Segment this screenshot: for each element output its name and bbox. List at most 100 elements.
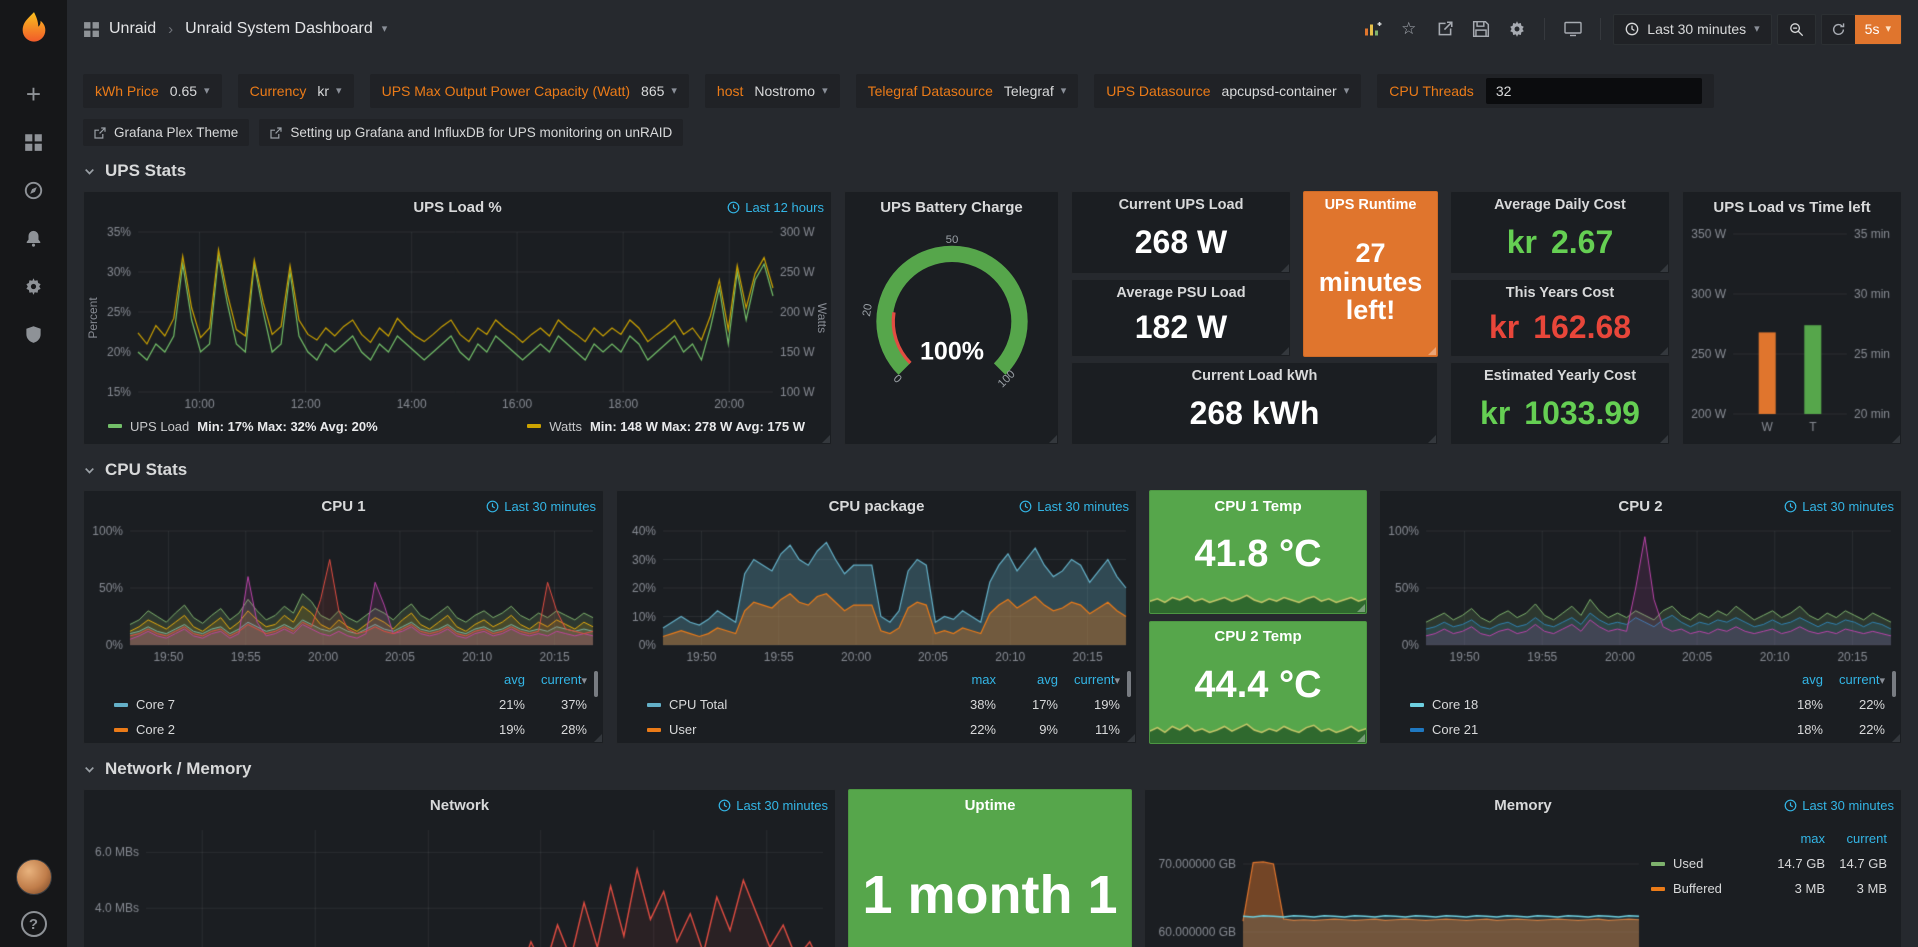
section-ups-stats[interactable]: UPS Stats bbox=[83, 161, 1902, 181]
time-range-picker[interactable]: Last 30 minutes ▾ bbox=[1613, 14, 1771, 45]
legend-series[interactable]: Watts Min: 148 W Max: 278 W Avg: 175 W bbox=[527, 419, 805, 434]
variable-currency[interactable]: Currency kr▾ bbox=[238, 74, 354, 108]
legend-series[interactable]: Buffered bbox=[1651, 881, 1763, 896]
add-panel-icon[interactable] bbox=[1357, 14, 1388, 44]
legend-series[interactable]: UPS Load Min: 17% Max: 32% Avg: 20% bbox=[108, 419, 378, 434]
legend-col-avg[interactable]: avg bbox=[996, 672, 1058, 687]
breadcrumb-section[interactable]: Unraid bbox=[109, 20, 156, 38]
panel-time-range[interactable]: Last 12 hours bbox=[727, 192, 824, 222]
legend-series[interactable]: Core 2 bbox=[114, 722, 463, 737]
cycle-view-monitor-icon[interactable] bbox=[1557, 14, 1588, 44]
cpu-package-chart[interactable] bbox=[617, 521, 1136, 667]
panel-ups-runtime: UPS Runtime 27 minutes left! bbox=[1303, 191, 1438, 357]
user-avatar[interactable] bbox=[16, 859, 52, 895]
legend-series[interactable]: Used bbox=[1651, 856, 1763, 871]
legend-series[interactable]: Core 18 bbox=[1410, 697, 1761, 712]
dashboard-title[interactable]: Unraid System Dashboard bbox=[185, 20, 373, 38]
memory-chart[interactable] bbox=[1145, 820, 1651, 947]
ups-stats-row: UPS Load % Last 12 hours Percent Watts bbox=[83, 191, 1902, 445]
variable-ups-datasource[interactable]: UPS Datasource apcupsd-container▾ bbox=[1094, 74, 1361, 108]
legend-scrollbar[interactable] bbox=[1127, 671, 1131, 697]
legend-col-current[interactable]: current▾ bbox=[1823, 672, 1885, 687]
legend-series[interactable]: Core 21 bbox=[1410, 722, 1761, 737]
ups-load-vs-time-chart[interactable] bbox=[1683, 222, 1901, 438]
breadcrumb[interactable]: Unraid › Unraid System Dashboard ▾ bbox=[83, 20, 387, 38]
panel-title[interactable]: Uptime bbox=[849, 790, 1131, 820]
variable-value[interactable]: Telegraf▾ bbox=[1004, 83, 1066, 99]
panel-title[interactable]: Average Daily Cost bbox=[1451, 192, 1669, 218]
variable-value[interactable]: Nostromo▾ bbox=[754, 83, 827, 99]
legend-series[interactable]: CPU Total bbox=[647, 697, 934, 712]
configuration-gear-icon[interactable] bbox=[14, 266, 54, 306]
variable-host[interactable]: host Nostromo▾ bbox=[705, 74, 840, 108]
network-chart[interactable] bbox=[84, 820, 835, 947]
panel-title[interactable]: Memory Last 30 minutes bbox=[1145, 790, 1901, 820]
create-icon[interactable]: + bbox=[14, 74, 54, 114]
variable-value[interactable]: kr▾ bbox=[317, 83, 341, 99]
panel-title[interactable]: Current UPS Load bbox=[1072, 192, 1290, 218]
panel-title[interactable]: UPS Load % Last 12 hours bbox=[84, 192, 831, 222]
share-icon[interactable] bbox=[1429, 14, 1460, 44]
panel-title[interactable]: CPU package Last 30 minutes bbox=[617, 491, 1136, 521]
panel-time-range[interactable]: Last 30 minutes bbox=[1019, 491, 1129, 521]
panel-title[interactable]: Estimated Yearly Cost bbox=[1451, 363, 1669, 389]
legend-col-current[interactable]: current▾ bbox=[1058, 672, 1120, 687]
panel-title[interactable]: UPS Battery Charge bbox=[845, 192, 1058, 222]
variable-value[interactable]: 0.65▾ bbox=[170, 83, 210, 99]
legend-series[interactable]: Core 7 bbox=[114, 697, 463, 712]
panel-title[interactable]: CPU 1 Temp bbox=[1150, 491, 1366, 521]
legend-col-max[interactable]: max bbox=[934, 672, 996, 687]
variable-value[interactable]: 865▾ bbox=[641, 83, 677, 99]
alerting-bell-icon[interactable] bbox=[14, 218, 54, 258]
y-axis-label-right: Watts bbox=[815, 303, 829, 333]
panel-title[interactable]: Average PSU Load bbox=[1072, 280, 1290, 306]
cpu-threads-input[interactable] bbox=[1486, 78, 1702, 104]
variable-value[interactable]: apcupsd-container▾ bbox=[1222, 83, 1350, 99]
legend-scrollbar[interactable] bbox=[1892, 671, 1896, 697]
panel-title[interactable]: CPU 2 Temp bbox=[1150, 622, 1366, 652]
chevron-down-icon: ▾ bbox=[822, 86, 828, 97]
help-icon[interactable]: ? bbox=[21, 911, 47, 937]
dashboards-icon[interactable] bbox=[14, 122, 54, 162]
topnav-actions: ☆ Last 30 minutes ▾ bbox=[1357, 14, 1902, 45]
panel-title[interactable]: CPU 2 Last 30 minutes bbox=[1380, 491, 1901, 521]
panel-title[interactable]: This Years Cost bbox=[1451, 280, 1669, 306]
legend-series[interactable]: User bbox=[647, 722, 934, 737]
section-cpu-stats[interactable]: CPU Stats bbox=[83, 460, 1902, 480]
variable-kwh-price[interactable]: kWh Price 0.65▾ bbox=[83, 74, 222, 108]
legend-scrollbar[interactable] bbox=[594, 671, 598, 697]
legend-col-avg[interactable]: avg bbox=[1761, 672, 1823, 687]
chevron-down-icon: ▾ bbox=[1344, 86, 1350, 97]
legend-col-max[interactable]: max bbox=[1763, 831, 1825, 846]
cpu2-chart[interactable] bbox=[1380, 521, 1901, 667]
legend-col-current[interactable]: current bbox=[1825, 831, 1887, 846]
refresh-interval-button[interactable]: 5s ▾ bbox=[1855, 15, 1901, 44]
link-ups-monitoring-guide[interactable]: Setting up Grafana and InfluxDB for UPS … bbox=[259, 119, 683, 146]
legend-col-avg[interactable]: avg bbox=[463, 672, 525, 687]
explore-icon[interactable] bbox=[14, 170, 54, 210]
variable-ups-max-power[interactable]: UPS Max Output Power Capacity (Watt) 865… bbox=[370, 74, 689, 108]
refresh-icon[interactable] bbox=[1822, 15, 1855, 44]
panel-time-range[interactable]: Last 30 minutes bbox=[718, 790, 828, 820]
chevron-down-icon[interactable]: ▾ bbox=[382, 24, 388, 35]
panel-title[interactable]: UPS Load vs Time left bbox=[1683, 192, 1901, 222]
panel-title[interactable]: Current Load kWh bbox=[1072, 363, 1437, 389]
star-icon[interactable]: ☆ bbox=[1393, 14, 1424, 44]
zoom-out-button[interactable] bbox=[1777, 14, 1816, 45]
panel-title[interactable]: Network Last 30 minutes bbox=[84, 790, 835, 820]
panel-time-range[interactable]: Last 30 minutes bbox=[486, 491, 596, 521]
panel-time-range[interactable]: Last 30 minutes bbox=[1784, 790, 1894, 820]
save-icon[interactable] bbox=[1465, 14, 1496, 44]
ups-load-chart[interactable] bbox=[84, 222, 831, 414]
panel-title[interactable]: UPS Runtime bbox=[1304, 192, 1437, 218]
legend-col-current[interactable]: current▾ bbox=[525, 672, 587, 687]
settings-gear-icon[interactable] bbox=[1501, 14, 1532, 44]
panel-title[interactable]: CPU 1 Last 30 minutes bbox=[84, 491, 603, 521]
link-grafana-plex-theme[interactable]: Grafana Plex Theme bbox=[83, 119, 249, 146]
panel-time-range[interactable]: Last 30 minutes bbox=[1784, 491, 1894, 521]
variable-telegraf-datasource[interactable]: Telegraf Datasource Telegraf▾ bbox=[856, 74, 1079, 108]
section-network-memory[interactable]: Network / Memory bbox=[83, 759, 1902, 779]
cpu1-chart[interactable] bbox=[84, 521, 603, 667]
grafana-logo-icon[interactable] bbox=[14, 8, 54, 48]
server-admin-shield-icon[interactable] bbox=[14, 314, 54, 354]
